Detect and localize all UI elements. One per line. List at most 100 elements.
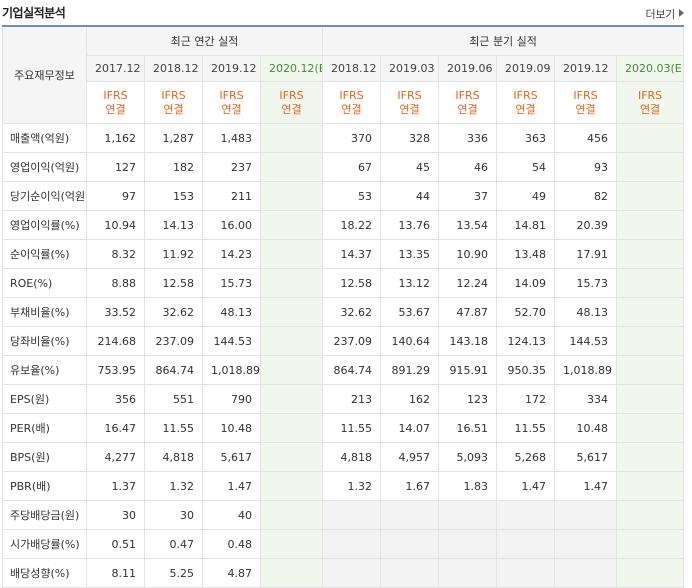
table-cell: 5,268	[496, 442, 556, 472]
row-label: 배당성향(%)	[2, 558, 87, 588]
table-cell: 1.47	[202, 471, 261, 501]
ifrs-bottom: 연결	[281, 102, 302, 116]
table-cell: 172	[496, 384, 556, 414]
table-cell	[259, 239, 324, 269]
row-label: ROE(%)	[2, 268, 87, 298]
row-label: PBR(배)	[2, 471, 87, 501]
table-cell	[616, 239, 685, 269]
table-cell: 53	[322, 181, 382, 211]
table-cell: 4,818	[322, 442, 382, 472]
table-cell: 82	[554, 181, 618, 211]
table-cell: 15.73	[202, 268, 261, 298]
period-header: 2019.03	[380, 55, 440, 82]
ifrs-label: IFRS 연결	[202, 81, 261, 124]
table-cell: 1.32	[322, 471, 382, 501]
table-cell: 40	[202, 500, 261, 530]
ifrs-bottom: 연결	[457, 102, 478, 116]
table-cell: 237	[202, 152, 261, 182]
table-cell: 124.13	[496, 326, 556, 356]
table-cell	[496, 558, 556, 588]
table-cell: 8.32	[86, 239, 145, 269]
row-label: 시가배당률(%)	[2, 529, 87, 559]
chevron-right-icon	[679, 9, 684, 17]
ifrs-label: IFRS 연결	[496, 81, 556, 124]
table-cell	[259, 210, 324, 240]
table-cell	[616, 500, 685, 530]
table-cell: 5,617	[202, 442, 261, 472]
table-cell: 1,018.89	[554, 355, 618, 385]
period-header: 2019.12	[554, 55, 618, 82]
table-cell: 93	[554, 152, 618, 182]
ifrs-top: IFRS	[161, 88, 186, 102]
table-cell: 4,818	[144, 442, 203, 472]
table-cell: 1.32	[144, 471, 203, 501]
table-cell: 356	[86, 384, 145, 414]
table-cell	[616, 297, 685, 327]
row-label: 당기순이익(억원)	[2, 181, 87, 211]
table-cell: 1.37	[86, 471, 145, 501]
table-cell	[438, 500, 498, 530]
ifrs-bottom: 연결	[341, 102, 362, 116]
table-cell: 13.76	[380, 210, 440, 240]
table-cell: 334	[554, 384, 618, 414]
more-label: 더보기	[645, 8, 676, 21]
table-cell: 33.52	[86, 297, 145, 327]
ifrs-top: IFRS	[455, 88, 480, 102]
financial-table: 주요재무정보 최근 연간 실적 최근 분기 실적 2017.12 2018.12 2…	[2, 25, 685, 588]
table-cell	[259, 297, 324, 327]
ifrs-bottom: 연결	[575, 102, 596, 116]
table-cell: 12.58	[144, 268, 203, 298]
table-cell: 5,617	[554, 442, 618, 472]
table-cell: 1,162	[86, 123, 145, 153]
table-cell: 790	[202, 384, 261, 414]
table-cell: 52.70	[496, 297, 556, 327]
table-cell: 48.13	[202, 297, 261, 327]
table-cell: 1.47	[496, 471, 556, 501]
table-row: 주당배당금(원) 30 30 40	[2, 500, 685, 530]
table-cell: 49	[496, 181, 556, 211]
table-cell	[259, 442, 324, 472]
table-cell: 14.23	[202, 239, 261, 269]
table-cell	[616, 123, 685, 153]
ifrs-label: IFRS 연결	[259, 81, 324, 124]
table-cell: 1,287	[144, 123, 203, 153]
table-cell: 18.22	[322, 210, 382, 240]
ifrs-top: IFRS	[397, 88, 422, 102]
table-row: ROE(%) 8.88 12.58 15.73 12.58 13.12 12.24 14.09…	[2, 268, 685, 298]
row-label: 영업이익률(%)	[2, 210, 87, 240]
table-row: 유보율(%) 753.95 864.74 1,018.89 864.74 891.29 91…	[2, 355, 685, 385]
period-header: 2018.12	[144, 55, 203, 82]
period-header: 2019.06	[438, 55, 498, 82]
table-cell	[438, 529, 498, 559]
table-cell: 370	[322, 123, 382, 153]
more-link[interactable]: 더보기	[646, 6, 684, 22]
period-header: 2020.03(E)	[616, 55, 685, 82]
table-row: 매출액(억원) 1,162 1,287 1,483 370 328 336 363 456	[2, 123, 685, 153]
table-cell: 11.92	[144, 239, 203, 269]
section-title: 기업실적분석	[2, 6, 66, 20]
table-cell: 14.07	[380, 413, 440, 443]
table-cell	[496, 500, 556, 530]
table-cell: 363	[496, 123, 556, 153]
table-row: 당좌비율(%) 214.68 237.09 144.53 237.09 140.64 143…	[2, 326, 685, 356]
table-cell: 891.29	[380, 355, 440, 385]
table-cell: 214.68	[86, 326, 145, 356]
table-cell	[616, 326, 685, 356]
table-row: 영업이익률(%) 10.94 14.13 16.00 18.22 13.76 13.54 14…	[2, 210, 685, 240]
table-cell: 328	[380, 123, 440, 153]
table-cell: 753.95	[86, 355, 145, 385]
table-cell: 12.58	[322, 268, 382, 298]
table-cell	[259, 326, 324, 356]
table-row: 부채비율(%) 33.52 32.62 48.13 32.62 53.67 47.87 52.…	[2, 297, 685, 327]
table-cell: 1,018.89	[202, 355, 261, 385]
table-body: 매출액(억원) 1,162 1,287 1,483 370 328 336 363 456 영업이…	[2, 123, 685, 588]
table-cell: 13.54	[438, 210, 498, 240]
table-cell: 11.55	[322, 413, 382, 443]
table-cell: 47.87	[438, 297, 498, 327]
table-cell: 10.48	[202, 413, 261, 443]
table-cell: 1.47	[554, 471, 618, 501]
table-cell: 32.62	[144, 297, 203, 327]
row-label: 주당배당금(원)	[2, 500, 87, 530]
table-cell: 144.53	[202, 326, 261, 356]
